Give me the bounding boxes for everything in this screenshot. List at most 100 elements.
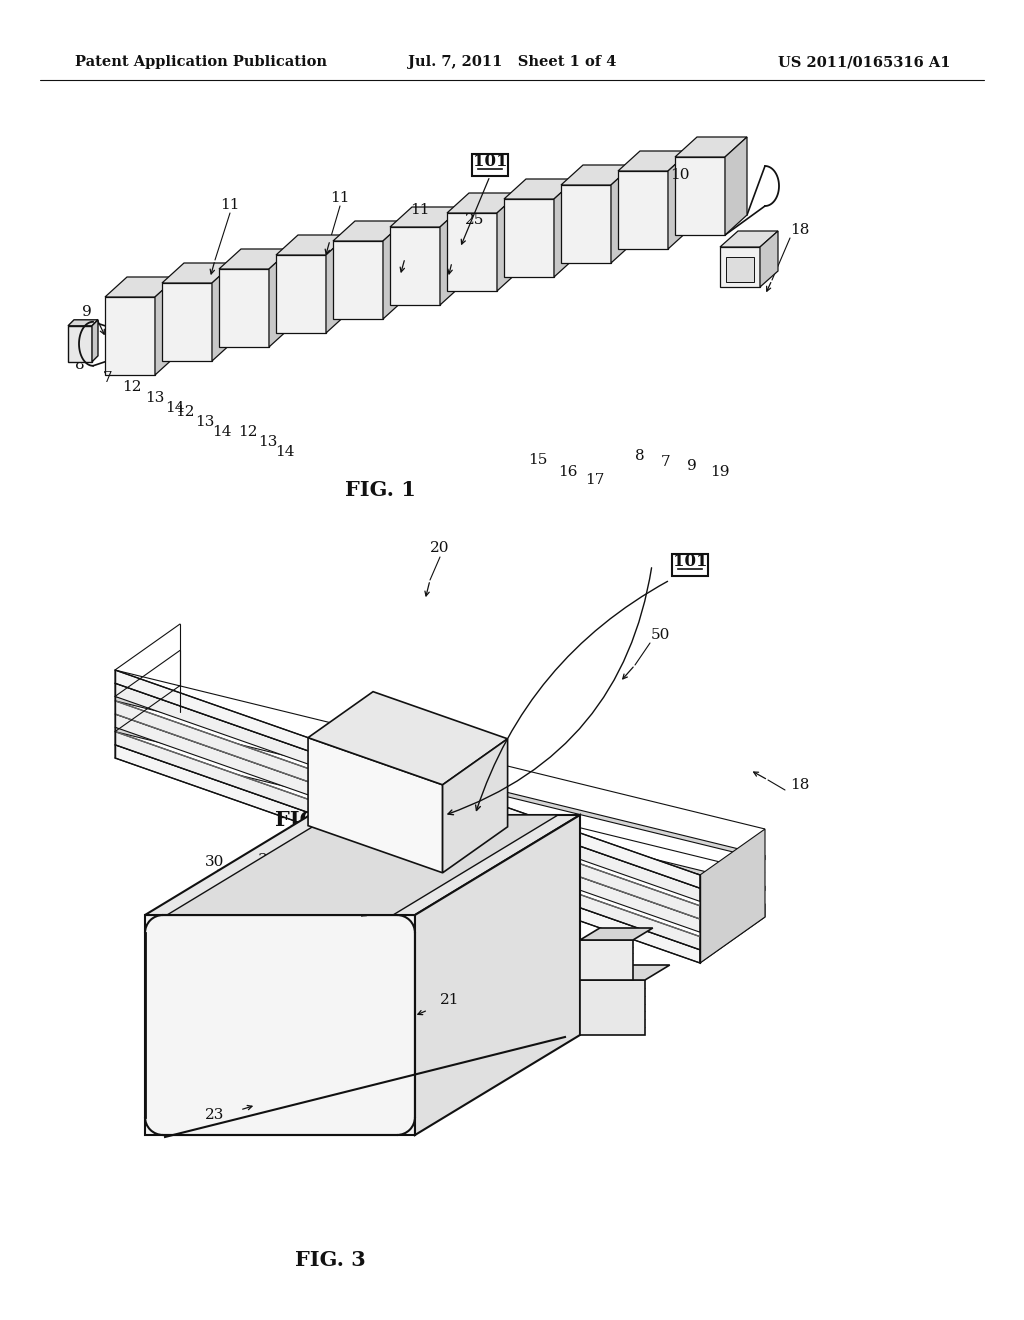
Polygon shape bbox=[115, 727, 765, 891]
Text: FIG. 1: FIG. 1 bbox=[344, 480, 416, 500]
Polygon shape bbox=[115, 714, 765, 873]
Text: 20: 20 bbox=[321, 851, 340, 865]
Polygon shape bbox=[760, 231, 778, 286]
Polygon shape bbox=[440, 207, 462, 305]
Polygon shape bbox=[68, 319, 98, 326]
Polygon shape bbox=[447, 193, 519, 213]
Polygon shape bbox=[725, 137, 746, 235]
Text: 25: 25 bbox=[465, 213, 484, 227]
Text: 16: 16 bbox=[558, 465, 578, 479]
Polygon shape bbox=[212, 263, 234, 360]
Polygon shape bbox=[219, 269, 269, 347]
Polygon shape bbox=[167, 814, 558, 915]
Polygon shape bbox=[447, 213, 497, 290]
Polygon shape bbox=[115, 731, 700, 950]
Polygon shape bbox=[333, 242, 383, 319]
Polygon shape bbox=[554, 180, 575, 277]
Text: 12: 12 bbox=[175, 405, 195, 418]
Text: 31: 31 bbox=[258, 853, 278, 867]
Polygon shape bbox=[442, 739, 508, 873]
Polygon shape bbox=[269, 249, 291, 347]
Text: 9: 9 bbox=[82, 305, 92, 319]
Polygon shape bbox=[618, 150, 690, 172]
Text: 19: 19 bbox=[711, 465, 730, 479]
Text: 30: 30 bbox=[206, 855, 224, 869]
Polygon shape bbox=[390, 227, 440, 305]
Text: 14: 14 bbox=[165, 401, 184, 414]
Polygon shape bbox=[611, 165, 633, 263]
Polygon shape bbox=[145, 915, 415, 1135]
Text: Patent Application Publication: Patent Application Publication bbox=[75, 55, 327, 69]
Polygon shape bbox=[497, 193, 519, 290]
Text: 13: 13 bbox=[145, 391, 165, 405]
Bar bbox=[672, 554, 708, 576]
Polygon shape bbox=[155, 277, 177, 375]
Polygon shape bbox=[308, 738, 442, 873]
Text: 101: 101 bbox=[473, 153, 507, 170]
Text: 18: 18 bbox=[791, 777, 810, 792]
Polygon shape bbox=[115, 744, 765, 904]
Text: 8: 8 bbox=[635, 449, 645, 463]
Text: 7: 7 bbox=[662, 455, 671, 469]
Bar bbox=[472, 154, 508, 176]
Polygon shape bbox=[675, 157, 725, 235]
Polygon shape bbox=[308, 692, 508, 785]
Polygon shape bbox=[700, 829, 765, 964]
Text: 11: 11 bbox=[411, 203, 430, 216]
Polygon shape bbox=[115, 671, 700, 888]
Text: 14: 14 bbox=[212, 425, 231, 440]
Text: US 2011/0165316 A1: US 2011/0165316 A1 bbox=[777, 55, 950, 69]
Polygon shape bbox=[720, 247, 760, 286]
Polygon shape bbox=[726, 257, 754, 282]
Text: 15: 15 bbox=[528, 453, 548, 467]
Text: 50: 50 bbox=[650, 628, 670, 642]
Polygon shape bbox=[219, 249, 291, 269]
Polygon shape bbox=[105, 277, 177, 297]
Polygon shape bbox=[668, 150, 690, 249]
Text: 14: 14 bbox=[275, 445, 295, 459]
Polygon shape bbox=[115, 684, 700, 902]
Text: FIG. 3: FIG. 3 bbox=[295, 1250, 366, 1270]
Polygon shape bbox=[115, 697, 765, 859]
Polygon shape bbox=[415, 814, 580, 1135]
Polygon shape bbox=[383, 220, 406, 319]
Polygon shape bbox=[504, 180, 575, 199]
Polygon shape bbox=[561, 165, 633, 185]
Polygon shape bbox=[68, 326, 92, 362]
Text: 13: 13 bbox=[258, 436, 278, 449]
Polygon shape bbox=[580, 979, 645, 1035]
Text: 10: 10 bbox=[671, 168, 690, 182]
Text: Jul. 7, 2011   Sheet 1 of 4: Jul. 7, 2011 Sheet 1 of 4 bbox=[408, 55, 616, 69]
Text: 12: 12 bbox=[239, 425, 258, 440]
Text: 20: 20 bbox=[430, 541, 450, 554]
Text: FIG. 2: FIG. 2 bbox=[274, 810, 345, 830]
Text: 22: 22 bbox=[390, 888, 410, 902]
Polygon shape bbox=[333, 220, 406, 242]
Text: 23: 23 bbox=[206, 1107, 224, 1122]
Polygon shape bbox=[618, 172, 668, 249]
Polygon shape bbox=[580, 965, 670, 979]
Polygon shape bbox=[105, 297, 155, 375]
Polygon shape bbox=[276, 255, 326, 333]
Polygon shape bbox=[115, 671, 765, 829]
Polygon shape bbox=[115, 744, 700, 964]
Polygon shape bbox=[720, 231, 778, 247]
Polygon shape bbox=[504, 199, 554, 277]
Polygon shape bbox=[580, 928, 653, 940]
Polygon shape bbox=[326, 235, 348, 333]
Text: 7: 7 bbox=[103, 371, 113, 385]
Polygon shape bbox=[561, 185, 611, 263]
Polygon shape bbox=[162, 263, 234, 282]
Text: 101: 101 bbox=[673, 553, 708, 570]
Text: 21: 21 bbox=[440, 993, 460, 1007]
Polygon shape bbox=[276, 235, 348, 255]
Polygon shape bbox=[675, 137, 746, 157]
Text: 17: 17 bbox=[586, 473, 605, 487]
Text: 13: 13 bbox=[196, 414, 215, 429]
Polygon shape bbox=[580, 940, 633, 979]
Text: 11: 11 bbox=[331, 191, 350, 205]
Polygon shape bbox=[115, 701, 700, 919]
Polygon shape bbox=[162, 282, 212, 360]
Polygon shape bbox=[390, 207, 462, 227]
Polygon shape bbox=[115, 714, 700, 932]
